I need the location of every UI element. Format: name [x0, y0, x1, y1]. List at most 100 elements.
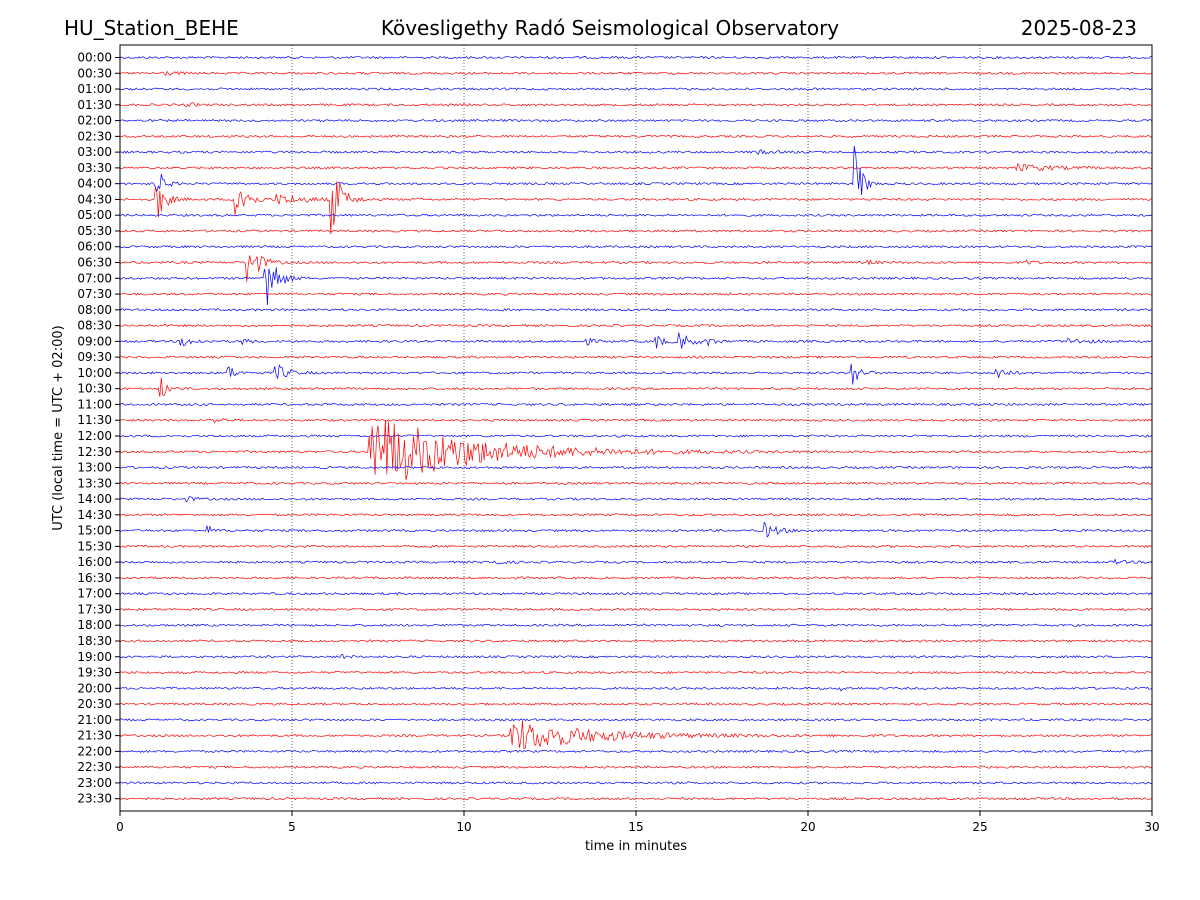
y-tick-label: 04:00 — [77, 177, 112, 191]
trace-1000 — [119, 363, 1153, 385]
y-tick-label: 17:00 — [77, 587, 112, 601]
trace-2330 — [119, 797, 1153, 801]
x-tick-label: 30 — [1144, 820, 1159, 834]
trace-1530 — [119, 544, 1153, 549]
y-tick-label: 22:30 — [77, 760, 112, 774]
trace-1500 — [119, 521, 1153, 538]
y-tick-label: 01:00 — [77, 82, 112, 96]
y-tick-label: 07:00 — [77, 271, 112, 285]
x-axis-label: time in minutes — [585, 839, 687, 854]
y-tick-label: 16:00 — [77, 555, 112, 569]
y-tick-label: 00:30 — [77, 66, 112, 80]
trace-0400 — [119, 145, 1153, 195]
y-tick-label: 13:00 — [77, 461, 112, 475]
y-tick-label: 14:30 — [77, 508, 112, 522]
trace-0830 — [119, 323, 1153, 328]
y-tick-label: 02:00 — [77, 114, 112, 128]
y-tick-label: 10:30 — [77, 382, 112, 396]
trace-1800 — [119, 623, 1153, 627]
y-tick-label: 06:00 — [77, 240, 112, 254]
trace-0300 — [119, 149, 1153, 156]
station-name: HU_Station_BEHE — [64, 16, 239, 40]
seismogram-traces — [119, 55, 1153, 801]
x-tick-label: 10 — [456, 820, 471, 834]
trace-0430 — [119, 181, 1153, 235]
trace-1630 — [119, 576, 1153, 580]
y-tick-label: 08:00 — [77, 303, 112, 317]
trace-0600 — [119, 245, 1153, 249]
trace-1300 — [119, 465, 1153, 470]
trace-0930 — [119, 355, 1153, 359]
x-tick-label: 0 — [116, 820, 124, 834]
x-tick-label: 25 — [972, 820, 987, 834]
trace-2130 — [119, 720, 1153, 749]
trace-1330 — [119, 481, 1153, 485]
trace-2000 — [119, 686, 1153, 692]
y-tick-label: 15:30 — [77, 539, 112, 553]
trace-0700 — [119, 267, 1153, 305]
trace-1100 — [119, 402, 1153, 407]
trace-2200 — [119, 749, 1153, 754]
y-tick-label: 07:30 — [77, 287, 112, 301]
trace-1600 — [119, 558, 1153, 565]
y-tick-label: 18:00 — [77, 618, 112, 632]
trace-1700 — [119, 592, 1153, 596]
trace-0000 — [119, 55, 1153, 60]
y-tick-label: 02:30 — [77, 129, 112, 143]
y-tick-label: 14:00 — [77, 492, 112, 506]
y-tick-label: 09:00 — [77, 334, 112, 348]
trace-2230 — [119, 765, 1153, 769]
trace-0500 — [119, 213, 1153, 217]
y-axis-label: UTC (local time = UTC + 02:00) — [51, 325, 66, 530]
y-tick-label: 12:30 — [77, 445, 112, 459]
trace-0330 — [119, 162, 1153, 172]
y-tick-label: 21:30 — [77, 729, 112, 743]
trace-1400 — [119, 496, 1153, 503]
y-tick-label: 15:00 — [77, 524, 112, 538]
y-tick-label: 00:00 — [77, 51, 112, 65]
chart-title: Kövesligethy Radó Seismological Observat… — [380, 16, 840, 40]
trace-1200 — [119, 434, 1153, 438]
trace-2100 — [119, 718, 1153, 722]
trace-0100 — [119, 87, 1153, 91]
trace-1430 — [119, 513, 1153, 517]
y-tick-label: 09:30 — [77, 350, 112, 364]
y-tick-label: 21:00 — [77, 713, 112, 727]
grid-lines — [291, 45, 981, 811]
trace-1830 — [119, 639, 1153, 643]
x-tick-label: 20 — [800, 820, 815, 834]
trace-0230 — [119, 134, 1153, 138]
y-tick-label: 03:30 — [77, 161, 112, 175]
y-tick-label: 18:30 — [77, 634, 112, 648]
y-tick-label: 05:00 — [77, 208, 112, 222]
y-tick-label: 13:30 — [77, 476, 112, 490]
trace-1030 — [119, 377, 1153, 397]
trace-1730 — [119, 607, 1153, 612]
trace-0900 — [119, 332, 1153, 349]
y-tick-label: 19:30 — [77, 666, 112, 680]
y-tick-label: 17:30 — [77, 602, 112, 616]
x-tick-label: 5 — [288, 820, 296, 834]
trace-1230 — [119, 419, 1153, 481]
y-tick-label: 23:30 — [77, 792, 112, 806]
trace-0630 — [119, 255, 1153, 282]
trace-2030 — [119, 702, 1153, 706]
trace-1930 — [119, 670, 1153, 675]
trace-1900 — [119, 653, 1153, 660]
y-tick-label: 20:30 — [77, 697, 112, 711]
y-tick-label: 22:00 — [77, 744, 112, 758]
y-tick-label: 23:00 — [77, 776, 112, 790]
trace-0130 — [119, 102, 1153, 108]
y-tick-label: 10:00 — [77, 366, 112, 380]
trace-2300 — [119, 781, 1153, 785]
trace-0030 — [119, 70, 1153, 77]
x-axis-ticks: 0 5 10 15 20 25 30 — [116, 811, 1160, 834]
trace-0200 — [119, 118, 1153, 123]
trace-0800 — [119, 308, 1153, 312]
y-tick-label: 16:30 — [77, 571, 112, 585]
y-tick-label: 11:30 — [77, 413, 112, 427]
y-tick-label: 01:30 — [77, 98, 112, 112]
y-tick-label: 11:00 — [77, 397, 112, 411]
